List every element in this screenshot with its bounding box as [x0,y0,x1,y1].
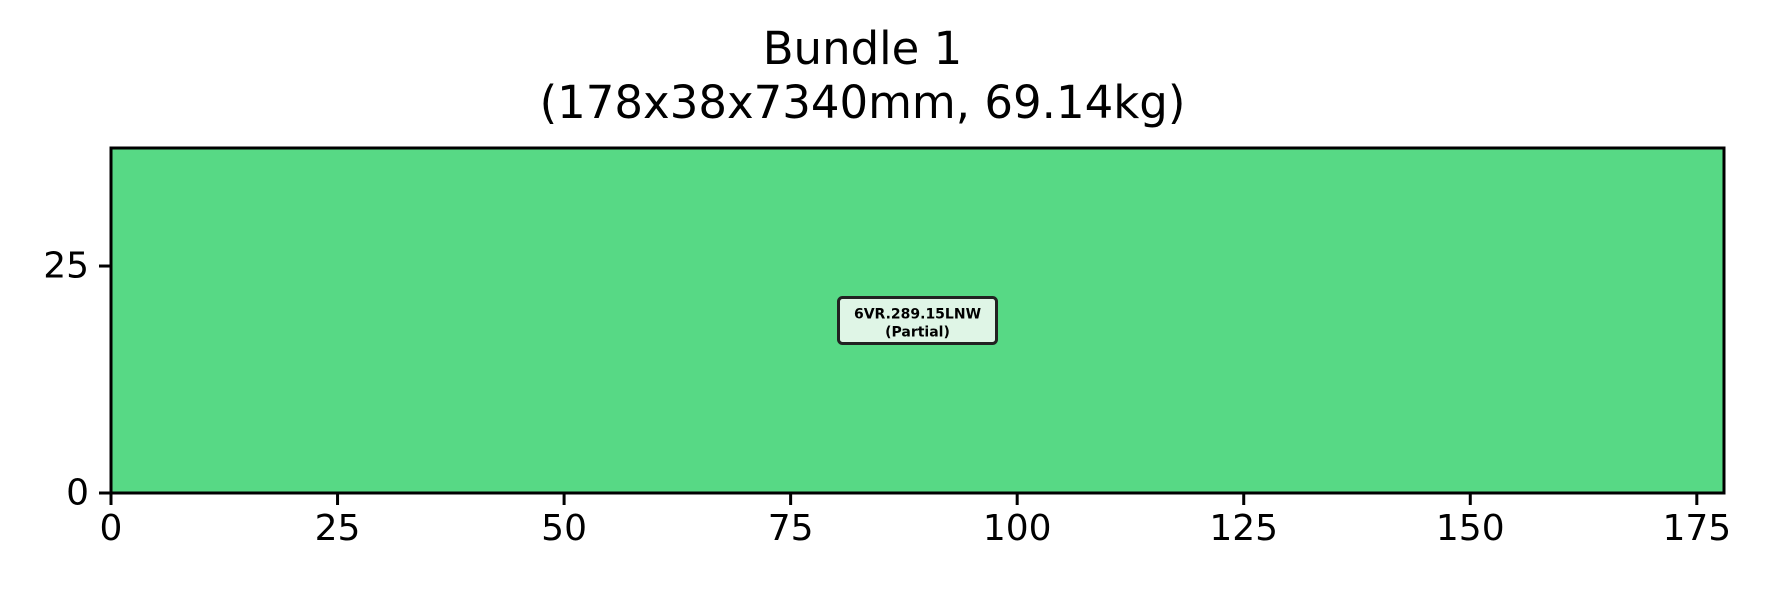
chart-title: Bundle 1 [762,22,963,75]
chart-title-block: Bundle 1 (178x38x7340mm, 69.14kg) [0,22,1725,130]
x-tick-label-100: 100 [983,508,1052,549]
y-tick-label-25: 25 [43,246,89,287]
x-tick-label-50: 50 [541,508,587,549]
chart-axes: 0 25 50 75 100 125 150 175 0 25 [43,146,1731,549]
x-tick-label-150: 150 [1436,508,1505,549]
x-tick-label-175: 175 [1662,508,1731,549]
chart-subtitle: (178x38x7340mm, 69.14kg) [539,76,1186,129]
item-sublabel: (Partial) [885,325,950,341]
item-label-box [837,296,998,345]
x-tick-label-125: 125 [1209,508,1278,549]
y-tick-label-0: 0 [66,473,89,514]
x-tick-label-25: 25 [315,508,361,549]
x-tick-label-75: 75 [768,508,814,549]
plot-frame [109,146,1726,495]
item-label: 6VR.289.15LNW [854,307,981,323]
chart-marks: 6VR.289.15LNW (Partial) [111,148,1724,493]
x-tick-label-0: 0 [100,508,123,549]
